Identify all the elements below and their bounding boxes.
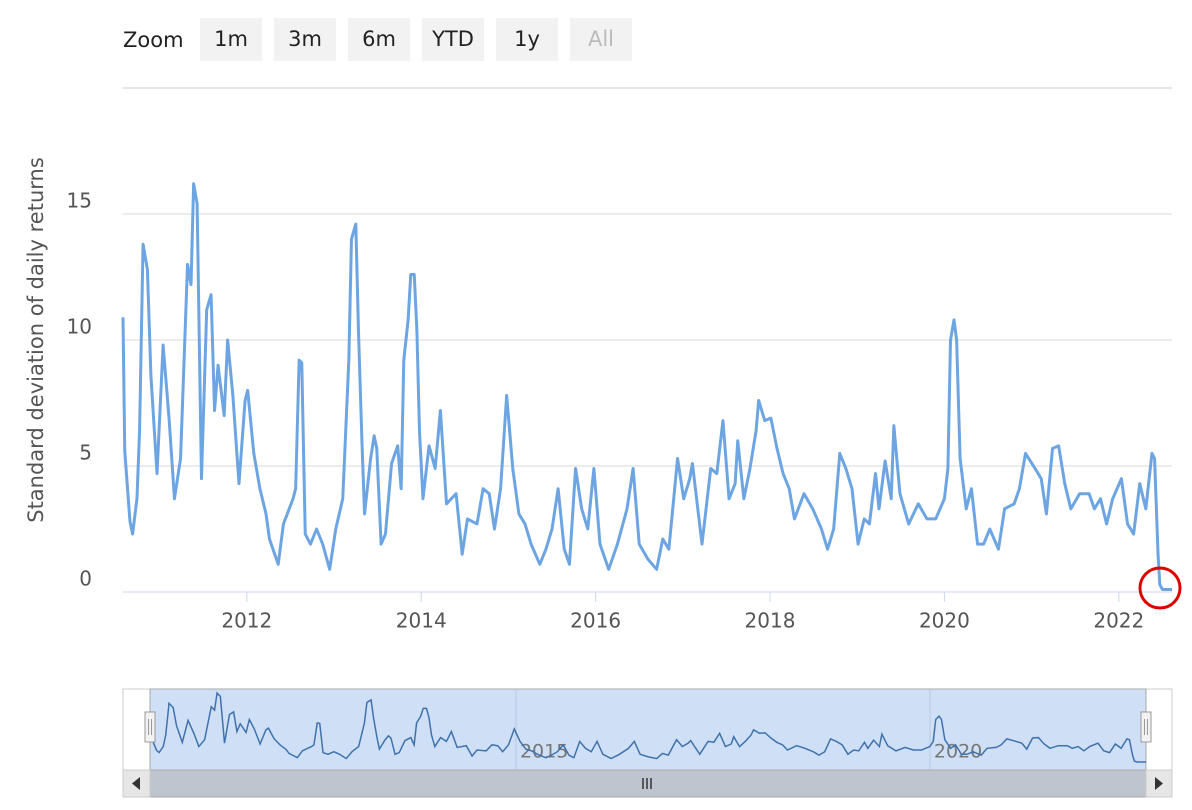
scrollbar-thumb[interactable] bbox=[149, 769, 1147, 798]
handle-grip bbox=[148, 719, 152, 735]
highlight-circle bbox=[1138, 566, 1182, 610]
navigator-selection[interactable] bbox=[149, 688, 1147, 771]
zoom-button-label: All bbox=[588, 27, 614, 51]
y-tick-label: 15 bbox=[67, 189, 92, 213]
zoom-button-label: 1m bbox=[214, 27, 248, 51]
scrollbar-grip bbox=[642, 778, 652, 789]
zoom-button-bg bbox=[348, 18, 410, 61]
navigator: 2015 2020 bbox=[122, 688, 1173, 771]
zoom-button[interactable]: 1y bbox=[496, 18, 558, 61]
handle-grip bbox=[1144, 719, 1148, 735]
zoom-button[interactable]: 1m bbox=[200, 18, 262, 61]
y-tick-label: 10 bbox=[67, 315, 92, 339]
navigator-handle[interactable] bbox=[1140, 711, 1152, 743]
navigator-handle[interactable] bbox=[144, 711, 156, 743]
zoom-label: Zoom bbox=[123, 28, 184, 52]
zoom-button[interactable]: YTD bbox=[422, 18, 484, 61]
arrow-right bbox=[1155, 777, 1163, 790]
data-line bbox=[121, 182, 1172, 591]
y-tick-label: 5 bbox=[79, 441, 92, 465]
x-tick-label: 2020 bbox=[919, 609, 970, 633]
range-selector: Zoom 1m 3m 6m YTD 1y All bbox=[123, 18, 632, 61]
zoom-button-bg bbox=[274, 18, 336, 61]
arrow-left bbox=[132, 777, 140, 790]
zoom-button-bg bbox=[422, 18, 484, 61]
zoom-button[interactable]: 6m bbox=[348, 18, 410, 61]
zoom-button-bg bbox=[570, 18, 632, 61]
navigator-line bbox=[149, 691, 1146, 763]
navigator-x-label: 2015 bbox=[520, 741, 568, 763]
plot-area bbox=[121, 182, 1172, 591]
x-tick-label: 2014 bbox=[396, 609, 447, 633]
x-tick-label: 2022 bbox=[1093, 609, 1144, 633]
x-tick-label: 2018 bbox=[745, 609, 796, 633]
scrollbar bbox=[122, 769, 1173, 798]
x-tick-label: 2016 bbox=[570, 609, 621, 633]
zoom-button-bg bbox=[496, 18, 558, 61]
x-tick-label: 2012 bbox=[221, 609, 272, 633]
zoom-button-label: 6m bbox=[362, 27, 396, 51]
navigator-x-label: 2020 bbox=[934, 741, 982, 763]
grid: 0 5 10 15 2012 2014 2016 2018 2020 2022 bbox=[67, 189, 1172, 633]
zoom-button[interactable]: All bbox=[570, 18, 632, 61]
y-axis-title: Standard deviation of daily returns bbox=[24, 157, 48, 523]
zoom-button-label: 1y bbox=[514, 27, 540, 51]
zoom-button-label: YTD bbox=[431, 27, 474, 51]
zoom-button-label: 3m bbox=[288, 27, 322, 51]
zoom-button-bg bbox=[200, 18, 262, 61]
y-tick-label: 0 bbox=[79, 567, 92, 591]
zoom-button[interactable]: 3m bbox=[274, 18, 336, 61]
